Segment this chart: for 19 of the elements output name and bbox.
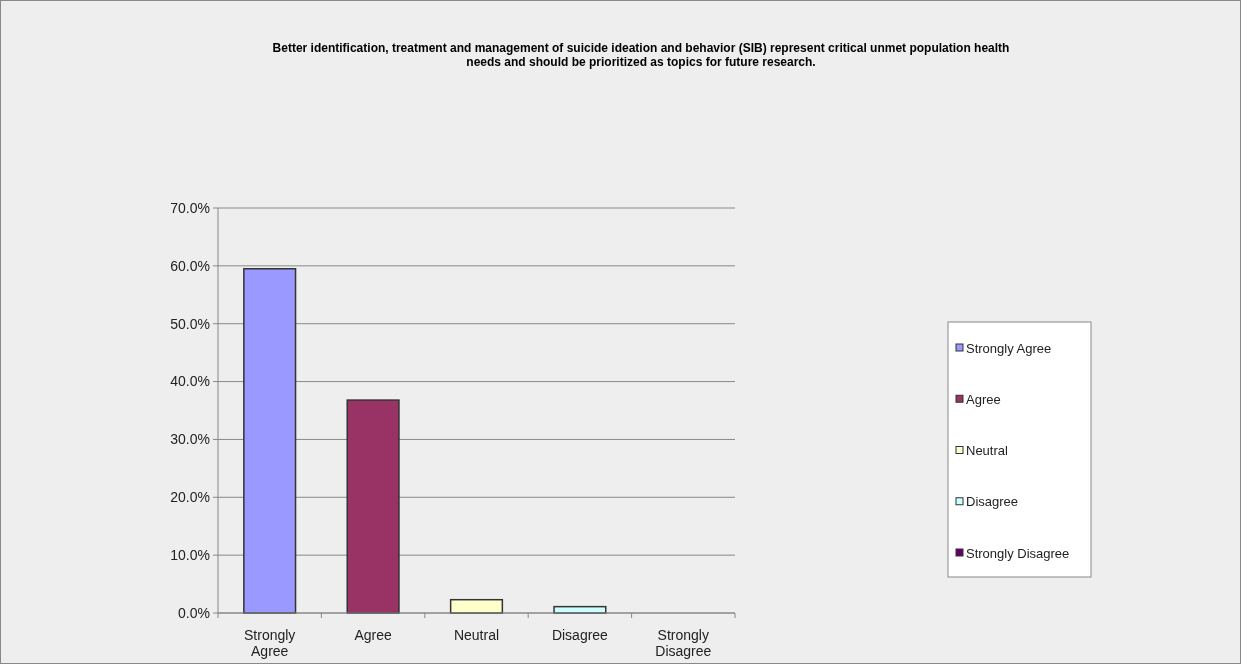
- legend-label: Strongly Agree: [966, 340, 1052, 356]
- y-tick-label: 0.0%: [178, 604, 210, 621]
- x-tick-label: Agree: [354, 627, 392, 643]
- y-tick-label: 60.0%: [170, 257, 210, 274]
- x-tick-label: Strongly Disagree: [655, 627, 712, 659]
- x-tick-label: Disagree: [551, 627, 609, 643]
- legend-label: Agree: [966, 391, 1001, 407]
- legend-label: Neutral: [966, 443, 1009, 459]
- legend-label: Strongly Disagree: [966, 545, 1070, 561]
- y-tick-label: 40.0%: [170, 373, 210, 390]
- x-tick-label: Neutral: [453, 627, 500, 643]
- chart-title: Better identification, treatment and management of suicide ideation and behavior (SIB) represent critical unmet population health needs and should be prioritized as topics for future research.: [272, 41, 1010, 69]
- x-tick-label: Strongly Agree: [244, 627, 296, 659]
- y-tick-label: 10.0%: [170, 547, 210, 564]
- y-tick-label: 30.0%: [170, 431, 210, 448]
- y-tick-label: 50.0%: [170, 315, 210, 332]
- y-tick-label: 20.0%: [170, 489, 210, 506]
- y-tick-label: 70.0%: [170, 199, 210, 216]
- legend-label: Disagree: [966, 494, 1019, 510]
